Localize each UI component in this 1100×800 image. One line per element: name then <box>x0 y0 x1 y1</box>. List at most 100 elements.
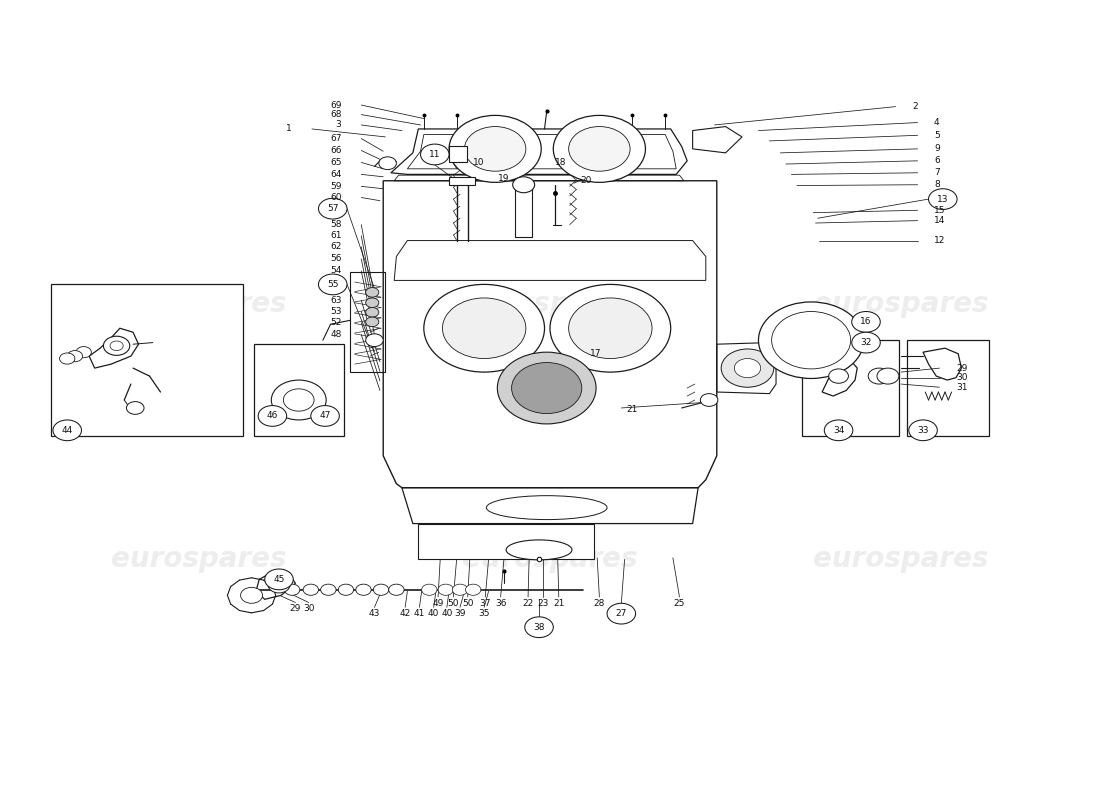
Circle shape <box>525 617 553 638</box>
Text: 20: 20 <box>581 176 592 186</box>
Bar <box>515 185 532 237</box>
Text: 37: 37 <box>480 598 491 608</box>
Text: 50: 50 <box>448 598 459 608</box>
Text: 42: 42 <box>399 609 410 618</box>
Circle shape <box>373 584 388 595</box>
Circle shape <box>365 287 378 297</box>
Circle shape <box>421 584 437 595</box>
Text: 61: 61 <box>330 231 341 240</box>
Text: 62: 62 <box>330 242 341 251</box>
Text: 48: 48 <box>330 330 341 339</box>
Text: 27: 27 <box>616 609 627 618</box>
Text: 38: 38 <box>534 622 544 632</box>
Circle shape <box>828 369 848 383</box>
Text: 54: 54 <box>330 266 341 275</box>
Text: 31: 31 <box>956 382 968 392</box>
Text: 36: 36 <box>495 598 506 608</box>
Circle shape <box>701 394 718 406</box>
Text: 5: 5 <box>934 131 939 140</box>
Bar <box>906 340 989 436</box>
Bar <box>51 285 243 436</box>
Circle shape <box>388 584 404 595</box>
Circle shape <box>569 126 630 171</box>
Text: 22: 22 <box>522 598 534 608</box>
Circle shape <box>67 350 82 362</box>
Circle shape <box>365 298 378 307</box>
Text: 3: 3 <box>336 121 341 130</box>
Circle shape <box>759 302 864 378</box>
Text: 49: 49 <box>432 598 443 608</box>
Text: 15: 15 <box>934 206 946 214</box>
Text: 53: 53 <box>330 307 341 316</box>
Text: 57: 57 <box>327 204 339 213</box>
Text: 25: 25 <box>674 598 685 608</box>
Text: 14: 14 <box>934 216 945 225</box>
Text: 6: 6 <box>934 156 939 166</box>
Text: 21: 21 <box>627 405 638 414</box>
Text: 58: 58 <box>330 220 341 229</box>
Circle shape <box>321 584 336 595</box>
Circle shape <box>378 157 396 170</box>
Circle shape <box>851 311 880 332</box>
Text: 34: 34 <box>833 426 845 434</box>
Text: eurospares: eurospares <box>111 546 287 574</box>
Text: 64: 64 <box>330 170 341 179</box>
Circle shape <box>274 581 285 589</box>
Text: 52: 52 <box>330 318 341 327</box>
Circle shape <box>512 362 582 414</box>
Circle shape <box>241 587 263 603</box>
Text: 50: 50 <box>462 598 473 608</box>
Circle shape <box>452 584 468 595</box>
Text: 55: 55 <box>327 280 339 289</box>
Circle shape <box>76 346 91 358</box>
Circle shape <box>553 115 646 182</box>
Text: 18: 18 <box>556 158 566 167</box>
Circle shape <box>497 352 596 424</box>
Text: 65: 65 <box>330 158 341 167</box>
Text: 2: 2 <box>912 102 917 111</box>
Text: 68: 68 <box>330 110 341 119</box>
Text: 4: 4 <box>934 118 939 127</box>
Text: 23: 23 <box>538 598 549 608</box>
Circle shape <box>365 307 378 317</box>
Circle shape <box>824 420 852 441</box>
Text: eurospares: eurospares <box>462 290 638 318</box>
Bar <box>449 177 475 185</box>
Circle shape <box>304 584 319 595</box>
Text: 63: 63 <box>330 296 341 305</box>
Text: 12: 12 <box>934 236 945 245</box>
Text: 41: 41 <box>414 609 425 618</box>
Circle shape <box>771 311 850 369</box>
Text: 30: 30 <box>956 373 968 382</box>
Circle shape <box>268 577 290 593</box>
Circle shape <box>311 406 339 426</box>
Text: 40: 40 <box>428 609 439 618</box>
Text: 16: 16 <box>860 318 871 326</box>
Text: 9: 9 <box>934 144 939 154</box>
Text: 43: 43 <box>368 609 381 618</box>
Bar <box>802 340 899 436</box>
Text: 11: 11 <box>429 150 440 159</box>
Circle shape <box>365 317 378 326</box>
Circle shape <box>438 584 453 595</box>
Text: 44: 44 <box>62 426 73 434</box>
Text: 60: 60 <box>330 193 341 202</box>
Text: 10: 10 <box>473 158 484 167</box>
Circle shape <box>449 115 541 182</box>
Circle shape <box>338 584 353 595</box>
Circle shape <box>722 349 773 387</box>
Circle shape <box>550 285 671 372</box>
Text: 29: 29 <box>956 364 967 373</box>
Text: 35: 35 <box>478 609 490 618</box>
Ellipse shape <box>506 540 572 560</box>
Circle shape <box>355 584 371 595</box>
Text: 69: 69 <box>330 101 341 110</box>
Text: 17: 17 <box>591 350 602 358</box>
Text: eurospares: eurospares <box>813 290 989 318</box>
Circle shape <box>424 285 544 372</box>
Circle shape <box>607 603 636 624</box>
Circle shape <box>909 420 937 441</box>
Circle shape <box>465 584 481 595</box>
Circle shape <box>513 177 535 193</box>
Text: 30: 30 <box>302 604 315 614</box>
